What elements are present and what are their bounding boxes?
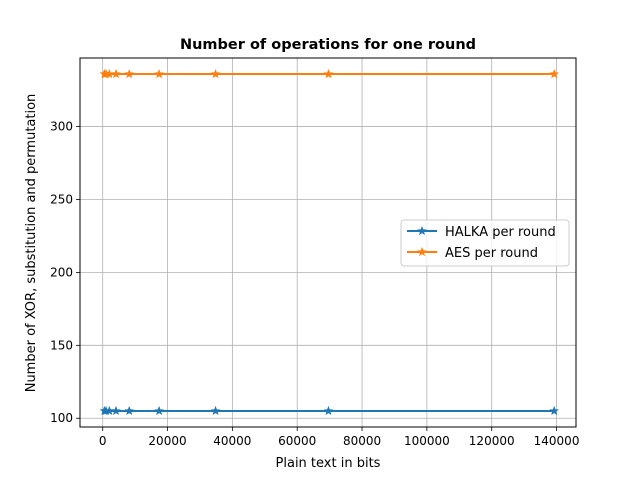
x-axis-label: Plain text in bits	[276, 456, 381, 471]
y-tick-label: 250	[50, 192, 73, 206]
plot-frame	[79, 57, 577, 428]
x-tick-label: 100000	[404, 434, 450, 448]
data-point-halka-per-round	[210, 405, 221, 416]
series-layer	[99, 69, 559, 416]
x-tick-label: 60000	[278, 434, 316, 448]
x-tick-label: 120000	[469, 434, 515, 448]
legend-box	[400, 219, 570, 267]
legend: HALKA per round AES per round	[400, 219, 570, 267]
data-point-halka-per-round	[111, 405, 121, 416]
data-point-halka-per-round	[154, 405, 164, 416]
grid-lines	[80, 58, 576, 427]
axis-ticks: 0 20000 40000 60000 80000 100000 120000 140000 1…	[50, 120, 579, 448]
y-tick-label: 200	[50, 265, 73, 279]
data-point-halka-per-round	[549, 405, 559, 416]
y-axis-label: Number of XOR, substitution and permutat…	[24, 94, 39, 393]
x-tick-label: 80000	[343, 434, 381, 448]
data-point-aes-per-round	[549, 69, 559, 79]
legend-marker-halka-per-round	[417, 225, 427, 236]
legend-label-aes: AES per round	[445, 246, 538, 261]
data-point-aes-per-round	[154, 69, 164, 79]
chart-title: Number of operations for one round	[180, 37, 476, 53]
data-point-aes-per-round	[210, 69, 221, 79]
data-point-aes-per-round	[124, 69, 135, 79]
x-tick-label: 20000	[148, 434, 186, 448]
data-point-aes-per-round	[111, 69, 121, 79]
x-tick-label: 40000	[213, 434, 251, 448]
data-point-aes-per-round	[323, 69, 334, 79]
x-tick-label: 140000	[534, 434, 580, 448]
y-tick-label: 100	[50, 411, 73, 425]
y-tick-label: 150	[50, 338, 73, 352]
legend-marker-aes-per-round	[417, 246, 427, 257]
data-point-halka-per-round	[124, 405, 135, 416]
data-point-halka-per-round	[323, 405, 334, 416]
x-tick-label: 0	[99, 434, 107, 448]
y-tick-label: 300	[50, 120, 73, 134]
legend-label-halka: HALKA per round	[445, 225, 556, 240]
